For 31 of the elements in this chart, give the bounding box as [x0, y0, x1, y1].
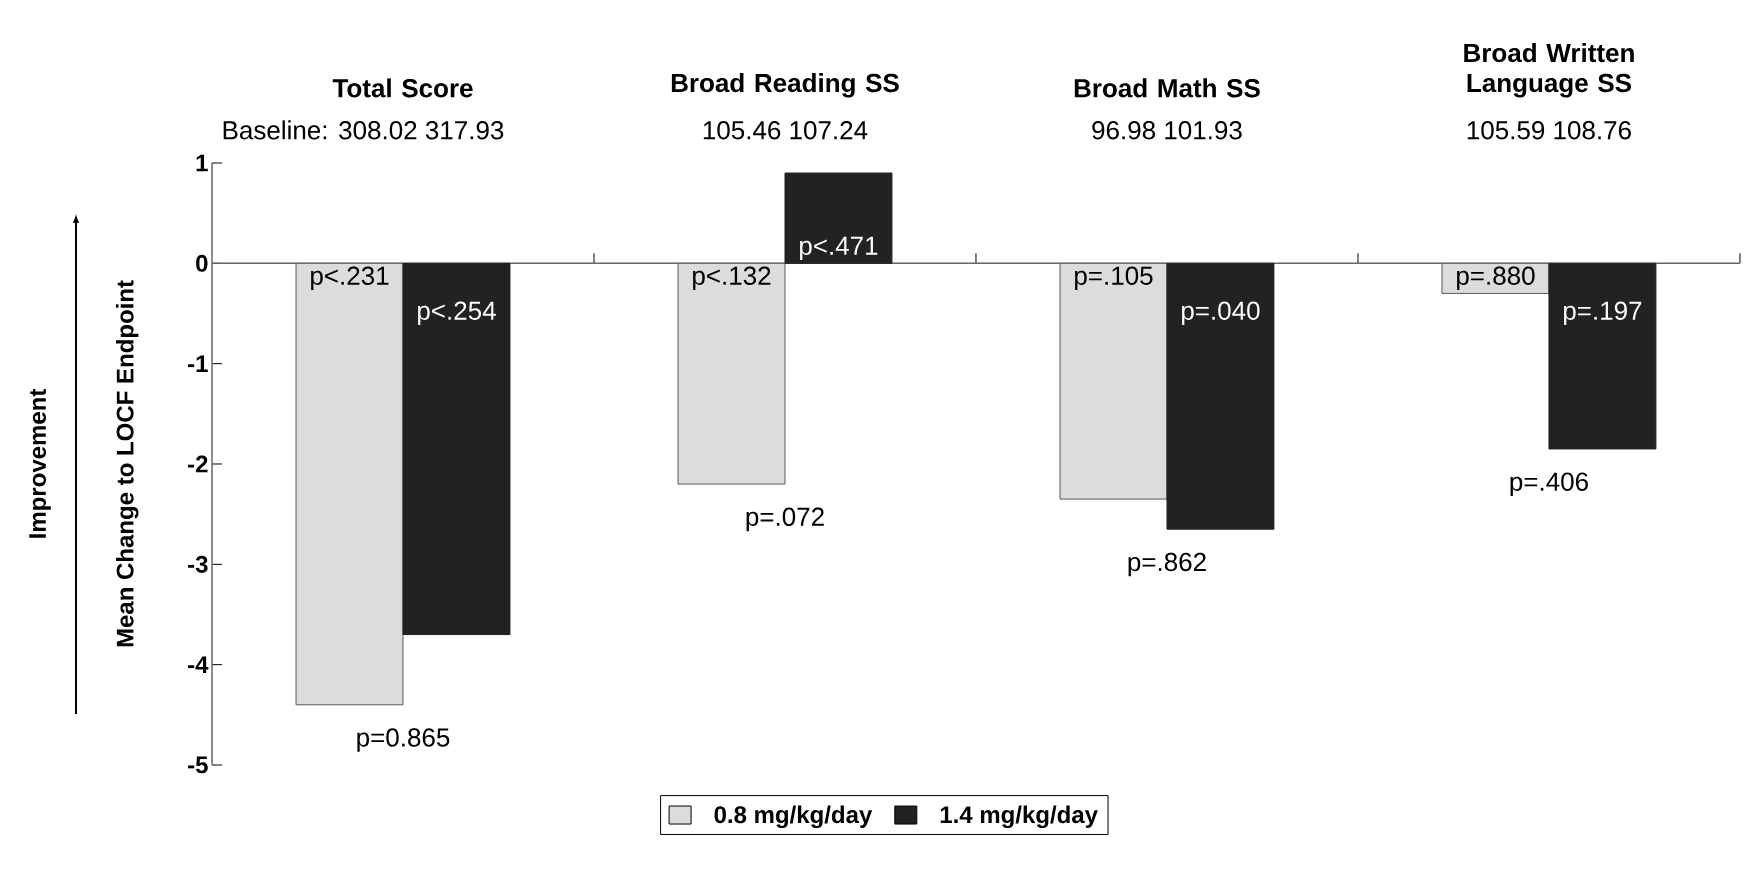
y-tick-label: -2: [188, 455, 208, 473]
annotation: p<.132: [693, 266, 771, 291]
annotation: p=.880: [1457, 266, 1535, 291]
y-tick-label: -1: [188, 355, 208, 372]
text: Improvement: [29, 388, 51, 538]
y-tick-label: 0: [196, 254, 208, 272]
annotation: p=.040: [1182, 301, 1260, 326]
y-tick-label: -3: [188, 555, 208, 573]
text: 96.98 101.93: [1092, 121, 1242, 140]
annotation: p=0.865: [357, 728, 450, 752]
y-tick-label: 1: [196, 154, 208, 172]
x-tick-label: Broad Math SS: [1074, 78, 1260, 98]
x-tick-label: Broad Written Language SS: [1464, 43, 1634, 98]
annotation: p=.105: [1075, 266, 1153, 291]
text: Baseline: 308.02 317.93: [223, 120, 504, 140]
text: 105.46 107.24: [703, 121, 868, 140]
x-tick-label: Total Score: [332, 78, 473, 98]
x-tick-label: Broad Reading SS: [671, 73, 899, 98]
y-axis-title: Mean Change to LOCF Endpoint: [116, 280, 139, 647]
annotation: p=.406: [1510, 472, 1588, 497]
y-tick-label: -4: [188, 656, 209, 673]
annotation: p<.471: [800, 236, 878, 261]
text: 105.59 108.76: [1467, 121, 1631, 140]
legend-label: 0.8 mg/kg/day: [714, 805, 873, 829]
annotation: p<.231: [311, 266, 389, 291]
annotation: p=.197: [1564, 301, 1642, 326]
annotation: p=.072: [746, 507, 824, 532]
annotation: p=.862: [1128, 552, 1206, 577]
y-tick-label: -5: [188, 756, 208, 774]
legend-label: 1.4 mg/kg/day: [940, 805, 1098, 829]
annotation: p<.254: [418, 301, 496, 326]
